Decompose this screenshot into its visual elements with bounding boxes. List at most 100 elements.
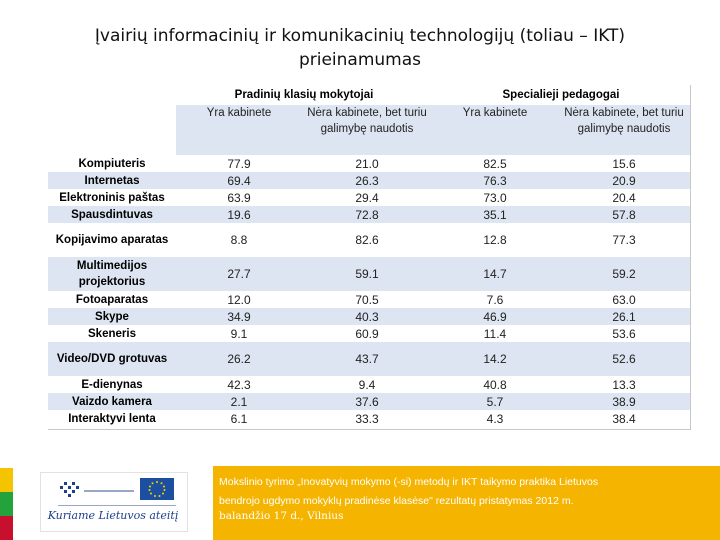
logo-divider	[58, 505, 176, 506]
caption-box	[213, 466, 720, 540]
sub-header-access-1: Nėra kabinete, bet turiu galimybę naudot…	[302, 105, 432, 155]
group-header-special: Specialieji pedagogai	[432, 85, 690, 105]
table-cell: 6.1	[176, 410, 302, 427]
sub-header-in-room-1: Yra kabinete	[176, 105, 302, 155]
table-row: E-dienynas 42.3 9.4 40.8 13.3	[48, 376, 690, 393]
table-row: Spausdintuvas 19.6 72.8 35.1 57.8	[48, 206, 690, 223]
table-body: Kompiuteris 77.9 21.0 82.5 15.6 Internetas 69.…	[48, 155, 690, 427]
group-header-empty	[48, 85, 176, 105]
table-row: Fotoaparatas 12.0 70.5 7.6 63.0	[48, 291, 690, 308]
table-cell: 38.9	[558, 393, 690, 410]
table-cell: 52.6	[558, 342, 690, 376]
table-cell: 9.1	[176, 325, 302, 342]
red-stripe	[0, 516, 13, 540]
table-cell: 35.1	[432, 206, 558, 223]
table-cell: 42.3	[176, 376, 302, 393]
table-cell: 73.0	[432, 189, 558, 206]
row-label: Internetas	[48, 172, 176, 189]
slide-title: Įvairių informacinių ir komunikacinių te…	[94, 26, 626, 70]
table-row: Multimedijos projektorius 27.7 59.1 14.7 59.…	[48, 257, 690, 291]
row-label: Skeneris	[48, 325, 176, 342]
table-cell: 15.6	[558, 155, 690, 172]
table-cell: 57.8	[558, 206, 690, 223]
row-label: Kopijavimo aparatas	[48, 223, 176, 257]
table-cell: 7.6	[432, 291, 558, 308]
table-row: Skeneris 9.1 60.9 11.4 53.6	[48, 325, 690, 342]
table-cell: 76.3	[432, 172, 558, 189]
table-cell: 4.3	[432, 410, 558, 427]
table-cell: 9.4	[302, 376, 432, 393]
group-header-teachers: Pradinių klasių mokytojai	[176, 85, 432, 105]
row-label: Kompiuteris	[48, 155, 176, 172]
yellow-stripe	[0, 468, 13, 492]
table-cell: 19.6	[176, 206, 302, 223]
table-cell: 27.7	[176, 257, 302, 291]
row-label: Spausdintuvas	[48, 206, 176, 223]
table-row: Kompiuteris 77.9 21.0 82.5 15.6	[48, 155, 690, 172]
sub-header-access-2: Nėra kabinete, bet turiu galimybę naudot…	[558, 105, 690, 155]
table-cell: 38.4	[558, 410, 690, 427]
table-cell: 33.3	[302, 410, 432, 427]
table-cell: 40.3	[302, 308, 432, 325]
row-label: Skype	[48, 308, 176, 325]
table-cell: 26.1	[558, 308, 690, 325]
table-cell: 26.3	[302, 172, 432, 189]
row-label: Fotoaparatas	[48, 291, 176, 308]
table-cell: 40.8	[432, 376, 558, 393]
sub-header-in-room-2: Yra kabinete	[432, 105, 558, 155]
table-cell: 46.9	[432, 308, 558, 325]
ikt-table-container: Pradinių klasių mokytojai Specialieji pe…	[48, 85, 691, 430]
table-cell: 53.6	[558, 325, 690, 342]
footer-caption: Mokslinio tyrimo „Inovatyvių mokymo (-si…	[219, 475, 714, 528]
row-label: Interaktyvi lenta	[48, 410, 176, 427]
table-cell: 11.4	[432, 325, 558, 342]
row-label: Multimedijos projektorius	[48, 257, 176, 291]
table-cell: 69.4	[176, 172, 302, 189]
table-cell: 14.7	[432, 257, 558, 291]
table-cell: 60.9	[302, 325, 432, 342]
table-cell: 77.3	[558, 223, 690, 257]
group-header-row: Pradinių klasių mokytojai Specialieji pe…	[48, 85, 690, 105]
table-row: Internetas 69.4 26.3 76.3 20.9	[48, 172, 690, 189]
table-row: Video/DVD grotuvas 26.2 43.7 14.2 52.6	[48, 342, 690, 376]
table-cell: 72.8	[302, 206, 432, 223]
table-cell: 59.1	[302, 257, 432, 291]
table-row: Elektroninis paštas 63.9 29.4 73.0 20.4	[48, 189, 690, 206]
table-cell: 82.6	[302, 223, 432, 257]
table-row: Interaktyvi lenta 6.1 33.3 4.3 38.4	[48, 410, 690, 427]
table-cell: 34.9	[176, 308, 302, 325]
table-row: Skype 34.9 40.3 46.9 26.1	[48, 308, 690, 325]
table-cell: 12.0	[176, 291, 302, 308]
table-cell: 13.3	[558, 376, 690, 393]
row-label: Elektroninis paštas	[48, 189, 176, 206]
table-cell: 8.8	[176, 223, 302, 257]
table-cell: 63.0	[558, 291, 690, 308]
ikt-availability-table: Pradinių klasių mokytojai Specialieji pe…	[48, 85, 690, 427]
table-cell: 77.9	[176, 155, 302, 172]
table-cell: 20.9	[558, 172, 690, 189]
table-cell: 59.2	[558, 257, 690, 291]
table-cell: 14.2	[432, 342, 558, 376]
table-row: Kopijavimo aparatas 8.8 82.6 12.8 77.3	[48, 223, 690, 257]
table-cell: 70.5	[302, 291, 432, 308]
table-cell: 63.9	[176, 189, 302, 206]
caption-line-3: balandžio 17 d., Vilnius	[219, 510, 344, 522]
table-cell: 37.6	[302, 393, 432, 410]
table-cell: 2.1	[176, 393, 302, 410]
table-cell: 82.5	[432, 155, 558, 172]
table-cell: 12.8	[432, 223, 558, 257]
table-cell: 43.7	[302, 342, 432, 376]
table-cell: 5.7	[432, 393, 558, 410]
esf-logo-icon	[60, 482, 134, 497]
row-label: E-dienynas	[48, 376, 176, 393]
sub-header-row: Yra kabinete Nėra kabinete, bet turiu ga…	[48, 105, 690, 155]
sub-header-empty	[48, 105, 176, 155]
row-label: Video/DVD grotuvas	[48, 342, 176, 376]
table-cell: 29.4	[302, 189, 432, 206]
caption-line-1: Mokslinio tyrimo „Inovatyvių mokymo (-si…	[219, 476, 599, 488]
table-cell: 26.2	[176, 342, 302, 376]
row-label: Vaizdo kamera	[48, 393, 176, 410]
table-cell: 21.0	[302, 155, 432, 172]
table-row: Vaizdo kamera 2.1 37.6 5.7 38.9	[48, 393, 690, 410]
logo-slogan: Kuriame Lietuvos ateitį	[47, 509, 179, 522]
